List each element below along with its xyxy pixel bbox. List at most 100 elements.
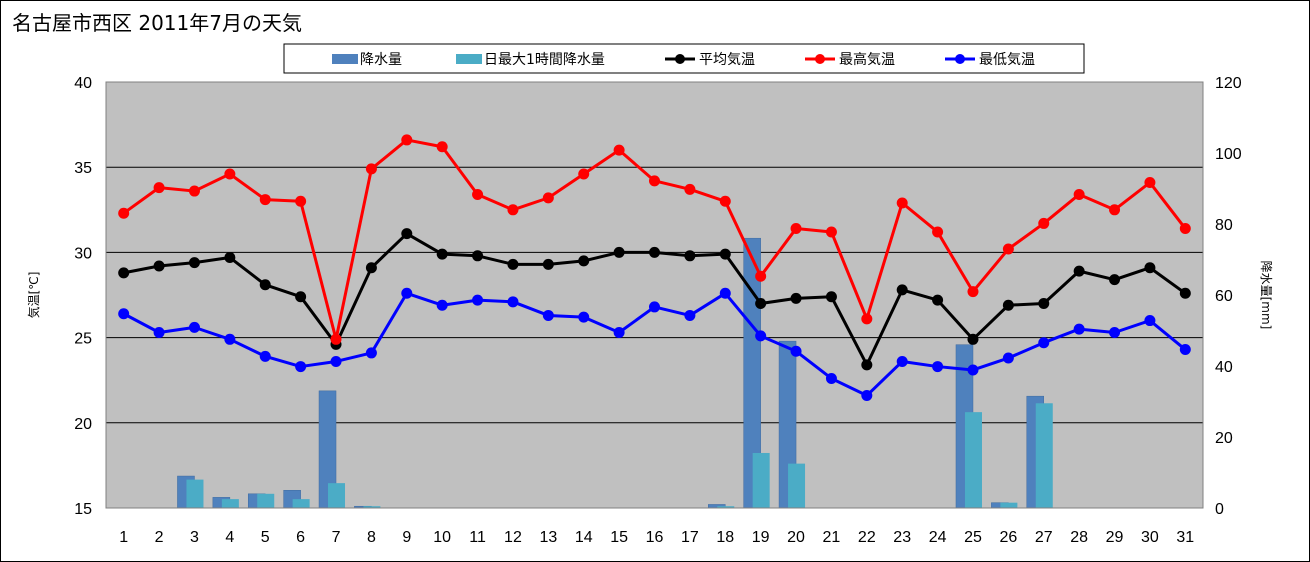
data-point — [613, 144, 625, 156]
plot-border — [105, 81, 1204, 509]
data-point — [613, 246, 625, 258]
data-point — [719, 287, 731, 299]
data-point — [1179, 223, 1191, 235]
data-point — [1002, 243, 1014, 255]
data-point — [649, 301, 660, 313]
bar — [186, 479, 204, 508]
data-point — [1109, 204, 1121, 216]
data-point — [118, 207, 130, 219]
data-point — [153, 182, 165, 194]
y-tick-right: 40 — [1215, 359, 1233, 376]
data-point — [649, 175, 660, 187]
data-point — [578, 168, 590, 180]
bar-series — [177, 237, 1053, 509]
right-axis-ticks: 0 20 40 60 80 100 120 — [1215, 75, 1242, 518]
x-axis-ticks: 1 2 3 4 5 6 7 8 9 10 11 12 13 14 15 16 17 18 19 20 21 22 23 24 2… — [119, 529, 1194, 546]
x-tick: 24 — [929, 529, 947, 546]
data-point — [755, 298, 767, 310]
data-point — [436, 141, 448, 153]
data-point — [1144, 177, 1156, 189]
x-tick: 25 — [964, 529, 982, 546]
x-tick: 30 — [1141, 529, 1159, 546]
data-point — [295, 361, 307, 373]
legend-swatch — [456, 54, 482, 64]
data-point — [1038, 298, 1050, 310]
bar — [257, 493, 275, 508]
x-tick: 28 — [1070, 529, 1088, 546]
bar — [1035, 403, 1053, 508]
x-tick: 10 — [433, 529, 451, 546]
data-point — [1179, 344, 1191, 356]
x-tick: 6 — [296, 529, 305, 546]
legend-label: 平均気温 — [699, 52, 755, 68]
data-point — [790, 345, 802, 357]
data-point — [472, 294, 484, 306]
y-tick-left: 25 — [74, 331, 92, 348]
data-point — [330, 355, 342, 367]
data-point — [330, 333, 342, 345]
data-point — [1002, 299, 1014, 311]
data-point — [578, 311, 590, 323]
legend-label: 日最大1時間降水量 — [484, 52, 605, 68]
data-point — [755, 330, 767, 342]
data-point — [967, 286, 979, 298]
x-tick: 4 — [225, 529, 234, 546]
x-tick: 26 — [999, 529, 1017, 546]
data-point — [365, 163, 377, 175]
line-series — [118, 134, 1191, 402]
x-tick: 22 — [858, 529, 876, 546]
data-point — [932, 294, 944, 306]
data-point — [613, 326, 625, 338]
data-point — [507, 258, 519, 270]
data-point — [825, 372, 837, 384]
data-point — [295, 195, 307, 207]
x-tick: 31 — [1176, 529, 1194, 546]
data-point — [365, 347, 377, 359]
data-point — [790, 292, 802, 304]
data-point — [932, 361, 944, 373]
data-point — [224, 168, 236, 180]
y-tick-left: 15 — [74, 501, 92, 518]
legend-label: 最低気温 — [979, 52, 1035, 68]
data-point — [259, 279, 271, 291]
x-tick: 18 — [716, 529, 734, 546]
bar — [328, 483, 346, 508]
data-point — [861, 313, 873, 325]
bar — [363, 506, 381, 508]
x-tick: 23 — [893, 529, 911, 546]
data-point — [825, 226, 837, 238]
bar — [964, 412, 982, 508]
x-tick: 9 — [402, 529, 411, 546]
x-tick: 7 — [332, 529, 341, 546]
x-tick: 16 — [646, 529, 664, 546]
data-point — [224, 333, 236, 345]
x-tick: 2 — [155, 529, 164, 546]
y-tick-left: 35 — [74, 160, 92, 177]
data-point — [436, 248, 448, 260]
data-point — [578, 255, 590, 267]
data-point — [861, 359, 873, 371]
data-point — [401, 134, 413, 146]
data-point — [967, 364, 979, 376]
data-point — [542, 192, 554, 204]
data-point — [896, 197, 908, 209]
x-tick: 12 — [504, 529, 522, 546]
data-point — [472, 250, 484, 262]
data-point — [1038, 337, 1050, 349]
data-point — [1144, 315, 1156, 327]
x-tick: 8 — [367, 529, 376, 546]
data-point — [684, 309, 696, 321]
x-tick: 27 — [1035, 529, 1053, 546]
x-tick: 5 — [261, 529, 270, 546]
x-tick: 15 — [610, 529, 628, 546]
data-point — [1002, 352, 1014, 364]
legend-marker — [955, 54, 965, 64]
data-point — [1144, 262, 1156, 274]
data-point — [153, 260, 165, 272]
left-axis-ticks: 15 20 25 30 35 40 — [74, 75, 92, 518]
bar — [752, 452, 770, 508]
data-point — [472, 188, 484, 200]
data-point — [896, 284, 908, 296]
bar — [1000, 502, 1018, 508]
